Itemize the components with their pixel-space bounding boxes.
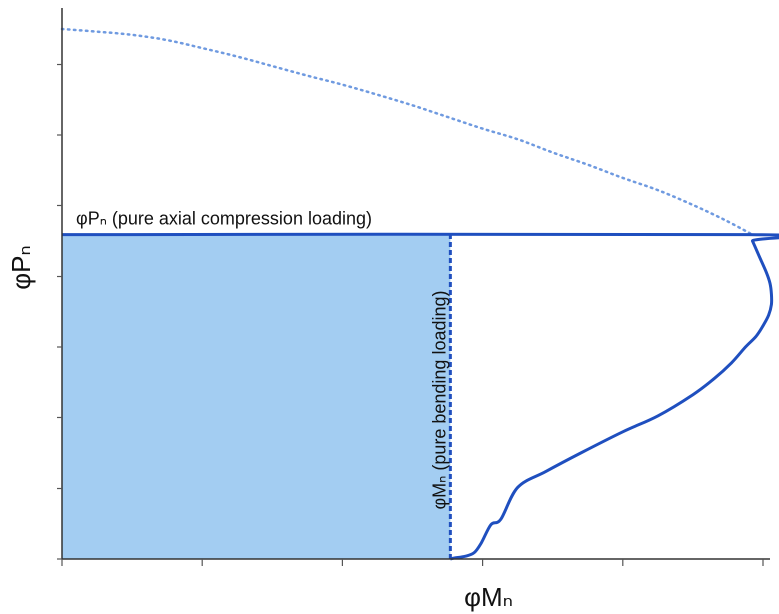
y-axis-title: φPₙ (6, 245, 36, 290)
pure-bending-annotation: φMₙ (pure bending loading) (429, 291, 449, 510)
plot-area: φPₙ (pure axial compression loading) φMₙ… (6, 8, 779, 612)
dotted-interaction-curve (60, 27, 754, 236)
solid-interaction-curve (61, 232, 779, 561)
design-region-fill (62, 234, 451, 559)
x-ticks (61, 559, 764, 566)
axial-compression-annotation: φPₙ (pure axial compression loading) (76, 209, 372, 229)
x-axis-title: φMₙ (464, 582, 513, 612)
y-ticks (57, 63, 62, 560)
